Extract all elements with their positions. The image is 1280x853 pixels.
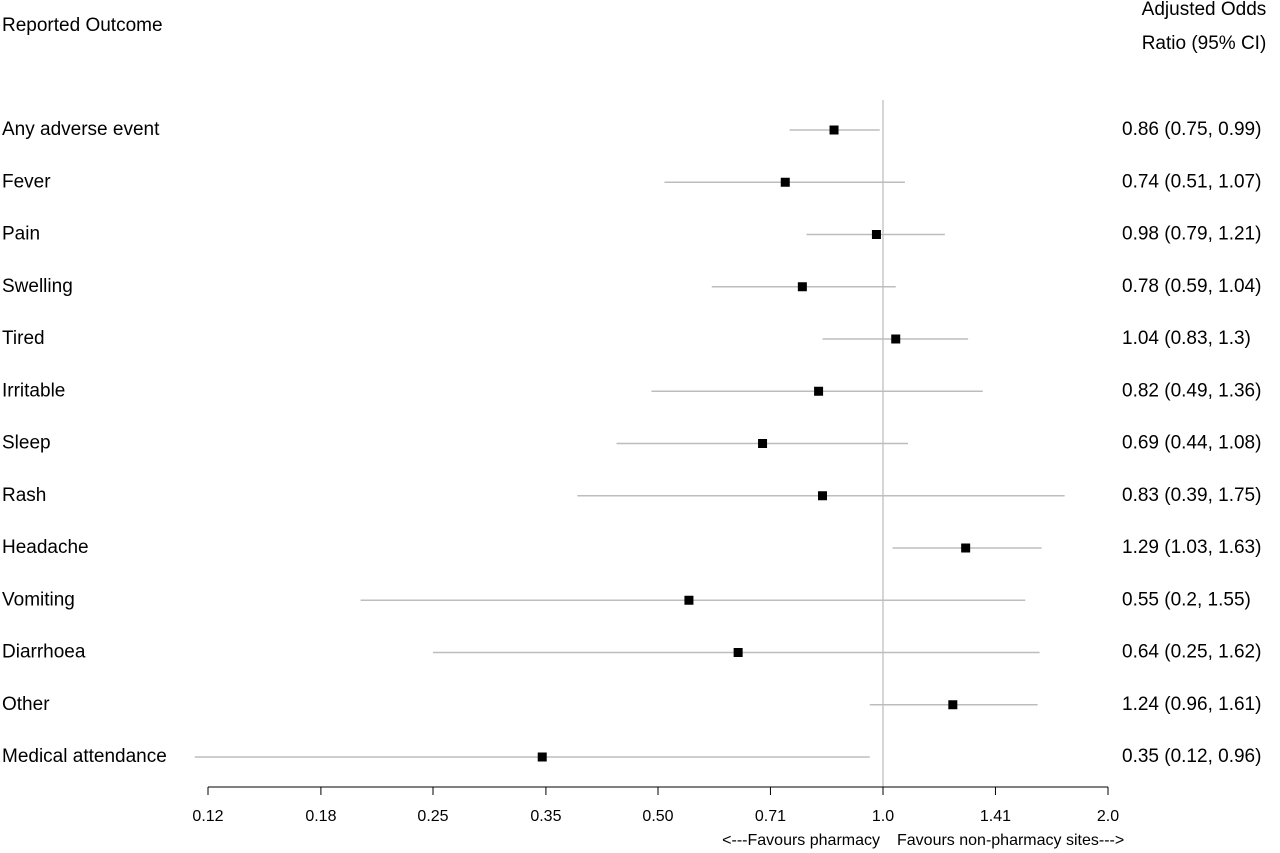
value-label: 0.64 (0.25, 1.62): [1122, 642, 1261, 663]
x-tick-label: 1.41: [980, 808, 1011, 825]
x-tick-label: 1.0: [872, 808, 894, 825]
value-header: Adjusted Odds: [1142, 0, 1267, 20]
value-label: 0.86 (0.75, 0.99): [1122, 119, 1261, 140]
point-estimate: [758, 439, 768, 448]
row-label: Any adverse event: [2, 119, 160, 140]
x-tick-label: 0.18: [305, 808, 336, 825]
point-estimate: [818, 491, 828, 501]
row-label: Diarrhoea: [2, 642, 86, 663]
point-estimate: [797, 282, 807, 292]
x-tick-label: 0.71: [755, 808, 786, 825]
point-estimate: [814, 386, 824, 396]
point-estimate: [537, 752, 547, 762]
value-label: 0.35 (0.12, 0.96): [1122, 746, 1261, 767]
row-label: Sleep: [2, 433, 51, 454]
row-label: Rash: [2, 485, 46, 506]
annotation: Favours non-pharmacy sites--->: [897, 832, 1124, 849]
value-label: 0.83 (0.39, 1.75): [1122, 485, 1261, 506]
point-estimate: [780, 177, 790, 187]
row-label: Fever: [2, 171, 51, 192]
point-estimate: [948, 700, 958, 710]
row-label: Medical attendance: [2, 746, 167, 767]
value-label: 1.29 (1.03, 1.63): [1122, 537, 1261, 558]
x-tick-label: 0.50: [642, 808, 673, 825]
x-tick-label: 0.35: [530, 808, 561, 825]
row-label: Irritable: [2, 380, 65, 401]
point-estimate: [829, 125, 839, 135]
x-tick-label: 0.25: [417, 808, 448, 825]
point-estimate: [684, 595, 694, 605]
point-estimate: [891, 334, 901, 344]
row-label: Tired: [2, 328, 45, 349]
x-tick-label: 0.12: [192, 808, 223, 825]
x-tick-label: 2.0: [1097, 808, 1119, 825]
point-estimate: [733, 648, 743, 657]
value-label: 0.82 (0.49, 1.36): [1122, 380, 1261, 401]
row-header: Reported Outcome: [2, 15, 163, 36]
row-label: Other: [2, 694, 50, 715]
value-label: 0.69 (0.44, 1.08): [1122, 433, 1261, 454]
value-label: 1.24 (0.96, 1.61): [1122, 694, 1261, 715]
row-label: Headache: [2, 537, 89, 558]
point-estimate: [871, 230, 881, 239]
row-label: Swelling: [2, 276, 73, 297]
value-label: 1.04 (0.83, 1.3): [1122, 328, 1251, 349]
value-header: Ratio (95% CI): [1142, 33, 1267, 54]
value-label: 0.55 (0.2, 1.55): [1122, 589, 1251, 610]
row-label: Vomiting: [2, 589, 75, 610]
point-estimate: [961, 543, 971, 553]
value-label: 0.78 (0.59, 1.04): [1122, 276, 1261, 297]
value-label: 0.98 (0.79, 1.21): [1122, 224, 1261, 245]
annotation: <---Favours pharmacy: [722, 832, 880, 849]
value-label: 0.74 (0.51, 1.07): [1122, 171, 1261, 192]
row-label: Pain: [2, 224, 40, 245]
